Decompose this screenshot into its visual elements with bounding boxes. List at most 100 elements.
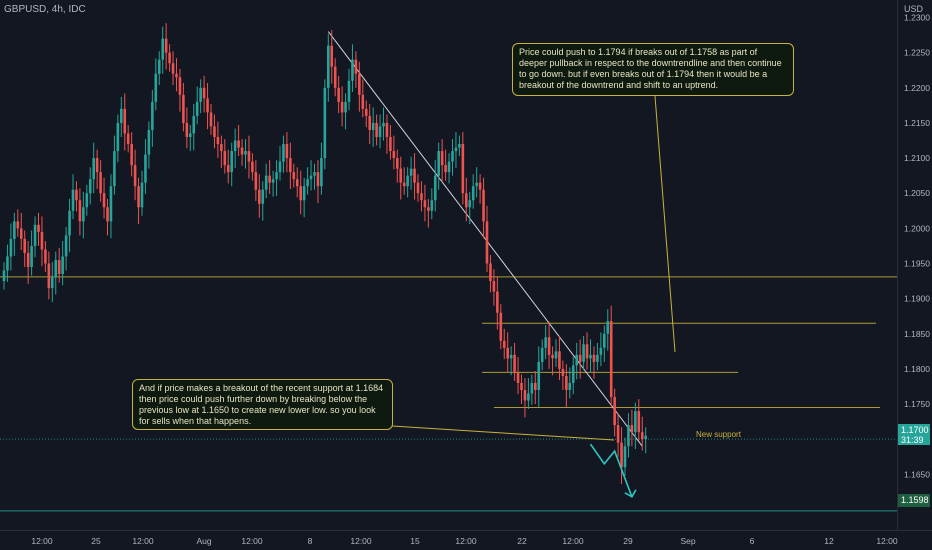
annotation-lower[interactable]: And if price makes a breakout of the rec… [132, 379, 393, 430]
candle-body [313, 172, 316, 176]
candle-body [561, 368, 565, 376]
candle-body [475, 182, 478, 187]
candle-body [506, 347, 509, 359]
candle-body [26, 252, 30, 268]
candle-body [240, 147, 244, 155]
candle-body [92, 158, 95, 180]
candle-body [530, 382, 534, 394]
symbol-title[interactable]: GBPUSD, 4h, IDC [4, 4, 86, 15]
last-price-tag: 1.1700 31:39 [898, 424, 930, 445]
x-tick-label: 6 [750, 536, 755, 546]
candle-body [437, 151, 440, 176]
candle-body [413, 168, 416, 183]
y-tick-label: 1.1800 [904, 364, 930, 374]
candle-body [151, 101, 154, 130]
candle-body [57, 259, 61, 275]
candle-body [261, 189, 265, 204]
annotation-upper[interactable]: Price could push to 1.1794 if breaks out… [512, 43, 794, 96]
x-tick-label: 22 [517, 536, 527, 546]
candle-body [216, 137, 220, 145]
candle-body [444, 165, 447, 173]
candle-body [130, 144, 133, 166]
candle-body [230, 151, 233, 173]
candle-body [85, 193, 89, 208]
candle-body [416, 182, 420, 194]
candle-body [271, 179, 275, 183]
candle-body [275, 172, 278, 180]
candle-body [54, 259, 58, 278]
y-tick-label: 1.1850 [904, 329, 930, 339]
last-price-value: 1.1700 [901, 425, 929, 435]
candle-body [123, 108, 127, 134]
candle-body [6, 256, 9, 271]
candle-body [589, 354, 592, 359]
y-tick-label: 1.2300 [904, 13, 930, 23]
candle-body [106, 207, 109, 222]
candle-body [95, 158, 99, 173]
candle-body [502, 340, 506, 348]
candle-body [461, 144, 465, 194]
candle-body [364, 108, 368, 116]
candle-body [295, 179, 299, 187]
upper-note-pointer [654, 95, 676, 353]
candle-body [616, 425, 620, 443]
candle-body [9, 238, 13, 257]
candle-body [634, 411, 637, 433]
annotation-upper-text: Price could push to 1.1794 if breaks out… [519, 47, 782, 90]
y-tick-label: 1.2050 [904, 188, 930, 198]
candle-body [330, 45, 334, 67]
y-tick-label: 1.1950 [904, 259, 930, 269]
support-price-value: 1.1598 [901, 495, 929, 505]
bar-countdown: 31:39 [901, 435, 924, 445]
candle-body [292, 172, 296, 180]
candle-body [144, 154, 147, 183]
candle-body [609, 321, 613, 398]
candle-body [185, 122, 189, 138]
candle-body [226, 165, 230, 173]
candle-body [126, 133, 130, 145]
candle-body [454, 147, 458, 152]
candle-body [116, 122, 120, 152]
candle-body [16, 221, 20, 229]
x-tick-label: 25 [91, 536, 101, 546]
candle-body [523, 389, 527, 401]
candle-body [223, 151, 227, 166]
downtrend-line [327, 31, 643, 447]
candle-body [423, 200, 427, 208]
candle-body [327, 45, 330, 88]
candle-body [51, 277, 54, 289]
candle-body [344, 101, 347, 113]
candle-body [378, 126, 382, 138]
candle-body [161, 38, 164, 60]
candle-body [627, 425, 630, 447]
candle-body [520, 382, 523, 390]
candle-body [371, 122, 375, 130]
candle-body [120, 108, 123, 123]
y-tick-label: 1.1900 [904, 294, 930, 304]
candle-body [596, 354, 599, 362]
candle-body [30, 245, 33, 268]
currency-label: USD [904, 4, 924, 14]
y-tick-label: 1.1650 [904, 469, 930, 479]
candle-body [82, 207, 85, 222]
candle-body [361, 94, 365, 109]
candle-body [399, 168, 403, 183]
candle-body [23, 238, 26, 253]
candle-body [527, 393, 530, 401]
candle-body [251, 161, 254, 173]
candle-body [40, 231, 44, 250]
new-support-label: New support [696, 430, 742, 439]
candle-body [213, 126, 216, 138]
candle-body [340, 101, 344, 113]
candle-body [406, 175, 409, 187]
y-tick-label: 1.2150 [904, 118, 930, 128]
candle-body [306, 179, 309, 187]
candle-body [264, 175, 268, 190]
candle-body [513, 354, 516, 373]
candle-body [485, 221, 489, 264]
candle-body [592, 354, 596, 362]
candle-body [544, 337, 547, 348]
candle-body [430, 200, 434, 211]
